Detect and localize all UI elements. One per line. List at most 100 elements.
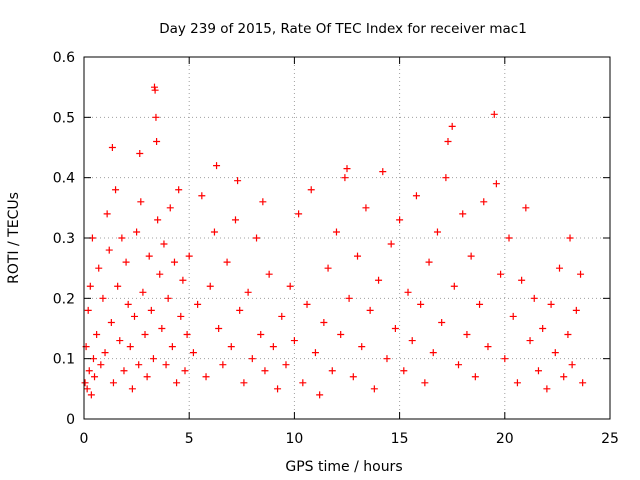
data-point [185, 252, 193, 260]
data-point [198, 192, 206, 200]
y-tick-label: 0 [66, 412, 75, 428]
data-point [343, 165, 351, 173]
data-point [341, 174, 349, 182]
x-tick-label: 25 [601, 431, 619, 447]
data-point [147, 306, 155, 314]
data-point [244, 288, 252, 296]
data-point [417, 300, 425, 308]
data-point [150, 83, 158, 91]
data-point [137, 198, 145, 206]
x-tick-label: 20 [496, 431, 514, 447]
data-point [442, 174, 450, 182]
data-point [145, 252, 153, 260]
data-point [236, 306, 244, 314]
chart-title: Day 239 of 2015, Rate Of TEC Index for r… [159, 21, 527, 37]
data-point [311, 349, 319, 357]
data-point [87, 391, 95, 399]
data-point [501, 355, 509, 363]
data-point [332, 228, 340, 236]
y-tick-label: 0.2 [53, 291, 75, 307]
data-point [173, 379, 181, 387]
data-point [490, 110, 498, 118]
data-point [126, 343, 134, 351]
data-point [551, 349, 559, 357]
data-point [303, 300, 311, 308]
data-point [177, 312, 185, 320]
data-point [345, 294, 353, 302]
data-point [152, 113, 160, 121]
data-point [539, 325, 547, 332]
data-point [265, 270, 273, 278]
data-point [404, 288, 412, 296]
data-point [143, 373, 151, 381]
data-point [116, 337, 124, 345]
data-point [168, 343, 176, 351]
data-point [579, 379, 587, 387]
data-point [522, 204, 530, 212]
data-point [154, 216, 162, 224]
data-point [86, 282, 94, 290]
data-point [162, 361, 170, 369]
data-point [484, 343, 492, 351]
data-point [295, 210, 303, 218]
data-point [81, 379, 89, 387]
x-axis-label: GPS time / hours [285, 459, 402, 475]
data-point [320, 318, 328, 326]
data-point [328, 367, 336, 375]
data-point [261, 367, 269, 375]
y-tick-label: 0.1 [53, 352, 75, 368]
data-point [206, 282, 214, 290]
data-point [257, 331, 265, 339]
data-point [112, 186, 120, 194]
data-point [240, 379, 248, 387]
data-point [505, 234, 513, 242]
data-point [290, 337, 298, 345]
data-point [421, 379, 429, 387]
data-point [179, 276, 187, 284]
data-point [444, 137, 452, 145]
data-point [299, 379, 307, 387]
data-point [438, 318, 446, 326]
data-point [114, 282, 122, 290]
axis-ticks: 0 0.1 0.2 0.3 0.4 0.5 0.6 0 5 10 15 20 25 [53, 50, 619, 447]
data-point [425, 258, 433, 266]
data-point [307, 186, 315, 194]
data-point [99, 294, 107, 302]
data-point [130, 312, 138, 320]
data-point [572, 306, 580, 314]
data-point [366, 306, 374, 314]
data-point [160, 240, 168, 248]
y-tick-label: 0.6 [53, 50, 75, 66]
data-point [396, 216, 404, 224]
data-point [429, 349, 437, 357]
data-point [259, 198, 267, 206]
data-point [183, 331, 191, 339]
y-tick-label: 0.5 [53, 110, 75, 126]
data-point [370, 385, 378, 393]
data-point [556, 264, 564, 272]
data-point [513, 379, 521, 387]
data-point [84, 306, 92, 314]
data-point [89, 355, 97, 363]
data-point [95, 264, 103, 272]
x-tick-label: 5 [185, 431, 194, 447]
data-point [467, 252, 475, 260]
data-point [375, 276, 383, 284]
data-point [362, 204, 370, 212]
data-point [156, 270, 164, 278]
y-tick-label: 0.4 [53, 171, 75, 187]
data-point [175, 186, 183, 194]
data-point [213, 162, 221, 170]
data-point [223, 258, 231, 266]
data-point [91, 373, 99, 381]
data-point [85, 367, 93, 375]
data-point [109, 379, 117, 387]
data-point [103, 210, 111, 218]
data-point [141, 331, 149, 339]
data-point [358, 343, 366, 351]
data-point [379, 168, 387, 176]
data-point [108, 144, 116, 151]
data-point [97, 361, 105, 369]
